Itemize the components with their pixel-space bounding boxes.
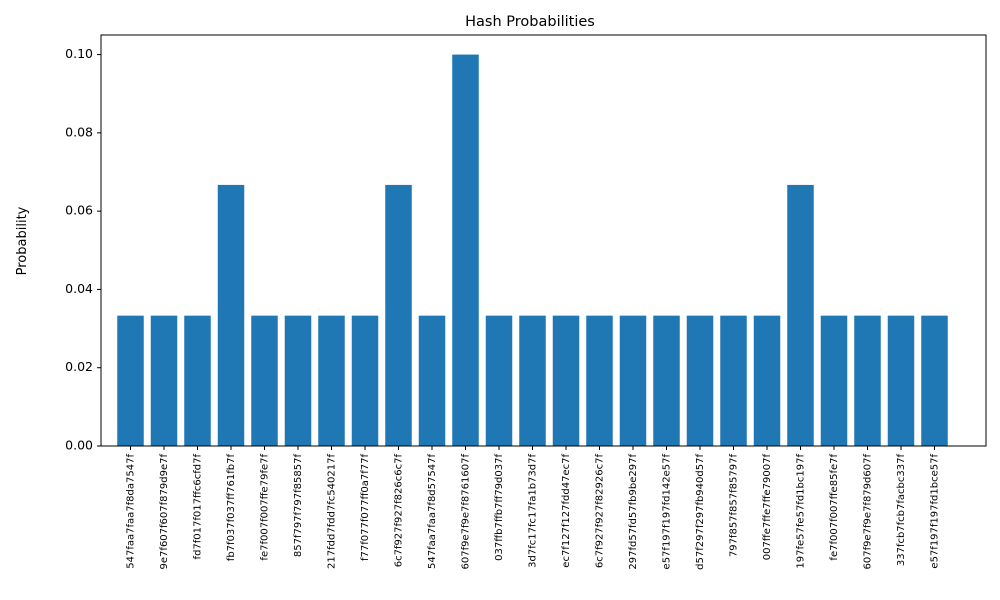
x-tick-label: 007ffe7ffe7ffe79007f [762, 454, 773, 561]
bar [485, 315, 513, 446]
x-tick-label: 037ffb7ffb7ff79d037f [494, 454, 505, 561]
bar [653, 315, 680, 446]
bar [519, 315, 546, 446]
y-tick-label: 0.04 [65, 281, 93, 296]
bar [586, 315, 613, 446]
plot-frame [100, 34, 987, 447]
x-tick-label: fd7f017f017ffc6cfd7f [193, 454, 204, 560]
x-tick-label: fe7f007f007ffe85fe7f [829, 454, 840, 561]
x-tick-label: d57f297f297fb940d57f [695, 454, 706, 570]
bar [820, 315, 848, 446]
x-tick-label: e57f197f197fd142e57f [662, 454, 673, 570]
x-tick-label: f77f077f077ff0a7f77f [360, 454, 371, 561]
chart-title: Hash Probabilities [465, 14, 595, 30]
x-tick-label: 547faa7faa7f8d57547f [427, 454, 438, 569]
bars-group [117, 54, 948, 446]
y-tick-label: 0.10 [65, 46, 93, 61]
x-tick-label: 217fdd7fdd7fc540217f [327, 454, 338, 569]
bar [686, 315, 714, 446]
bar [217, 184, 245, 446]
bar [184, 315, 211, 446]
bar [921, 315, 948, 446]
bar [552, 315, 580, 446]
bar [418, 315, 446, 446]
x-tick-label: 6c7f927f927f826c6c7f [394, 454, 405, 568]
x-tick-label: e57f197f197fd1bce57f [930, 454, 941, 569]
bar [787, 184, 814, 446]
bar [452, 54, 479, 446]
y-axis: 0.00 0.02 0.04 0.06 0.08 0.10 [65, 46, 101, 453]
x-tick-label: 337fcb7fcb7facbc337f [896, 454, 907, 567]
bar [854, 315, 881, 446]
x-tick-label: 3d7fc17fc17fa1b73d7f [528, 454, 539, 568]
bar [887, 315, 915, 446]
x-tick-label: 6c7f927f927f82926c7f [595, 454, 606, 569]
bar [619, 315, 647, 446]
y-tick-label: 0.08 [65, 124, 93, 139]
x-tick-label: 797f857f857f85797f [729, 454, 740, 558]
bar [720, 315, 747, 446]
bar [284, 315, 312, 446]
bar [318, 315, 345, 446]
x-tick-label: 607f9e7f9e7f879d607f [863, 454, 874, 570]
bar [150, 315, 178, 446]
x-tick-label: fe7f007f007ffe79fe7f [260, 454, 271, 561]
bar [753, 315, 781, 446]
bar [251, 315, 278, 446]
x-tick-label: 857f797f797f85857f [293, 454, 304, 558]
x-axis: 547faa7faa7f8da7547f 9e7f607f607f879d9e7f… [126, 446, 941, 570]
y-tick-label: 0.06 [65, 203, 93, 218]
bar [385, 184, 412, 446]
y-axis-label: Probability [15, 206, 30, 275]
x-tick-label: 547faa7faa7f8da7547f [126, 454, 137, 569]
x-tick-label: ec7f127f127fdd47ec7f [561, 454, 572, 568]
x-tick-label: fb7f037f037ff761fb7f [226, 454, 237, 562]
x-tick-label: 297fd57fd57fb9be297f [628, 454, 639, 570]
y-tick-label: 0.00 [65, 438, 93, 453]
x-tick-label: 9e7f607f607f879d9e7f [159, 454, 170, 570]
bar [117, 315, 144, 446]
x-tick-label: 607f9e7f9e7f8761607f [461, 454, 472, 570]
y-tick-label: 0.02 [65, 359, 93, 374]
bar [351, 315, 379, 446]
x-tick-label: 197fe57fe57fd1bc197f [796, 454, 807, 569]
